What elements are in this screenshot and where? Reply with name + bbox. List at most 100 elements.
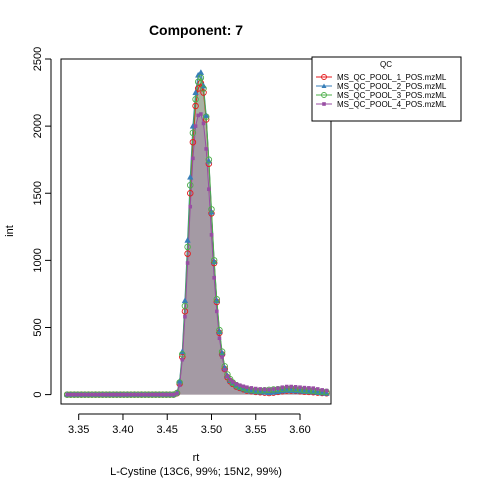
series-4-point-51 (225, 374, 230, 379)
series-4-point-74 (320, 388, 324, 392)
legend-label-2: MS_QC_POOL_2_POS.mzML (337, 82, 447, 91)
series-2-point-37 (187, 173, 194, 180)
legend-title: QC (380, 60, 392, 69)
series-1-point-39 (192, 102, 199, 110)
series-4-point-48 (217, 336, 222, 341)
area-layer (67, 72, 327, 395)
series-4-point-75 (324, 388, 329, 393)
series-4-point-8 (90, 392, 94, 397)
y-axis-label: int (4, 225, 16, 237)
series-4-point-4 (76, 392, 80, 397)
x-tick-label-6: 3.60 (289, 424, 310, 436)
series-4-point-30 (168, 392, 172, 397)
series-3-point-38 (189, 129, 197, 137)
series-4-point-47 (215, 309, 219, 314)
series-4-point-20 (132, 392, 137, 397)
series-4-point-21 (136, 392, 140, 397)
series-4-point-59 (253, 386, 258, 391)
legend-label-3: MS_QC_POOL_3_POS.mzML (337, 91, 447, 100)
series-4-point-1 (65, 392, 69, 397)
legend-marker-2 (321, 83, 327, 88)
series-2-point-67 (287, 387, 295, 394)
series-4-point-65 (280, 385, 285, 390)
series-4-point-73 (315, 387, 320, 391)
x-axis-label: rt (193, 452, 200, 464)
y-tick-label-5: 2000 (32, 114, 44, 138)
series-4-point-24 (146, 392, 151, 397)
series-2-area (67, 72, 327, 395)
plot-frame (60, 58, 332, 405)
legend-marker-3 (321, 92, 327, 98)
series-4-point-42 (201, 121, 206, 126)
series-4-point-63 (271, 387, 276, 391)
y-tick-label-1: 0 (32, 392, 44, 398)
series-4-point-40 (196, 113, 201, 118)
x-axis-subtitle: L-Cystine (13C6, 99%; 15N2, 99%) (110, 466, 282, 478)
series-3-point-47 (213, 296, 221, 303)
legend-box (311, 56, 462, 122)
series-4-point-58 (249, 386, 254, 390)
series-4-point-32 (175, 391, 179, 396)
series-4-point-5 (79, 392, 84, 397)
series-4-point-6 (83, 392, 87, 397)
series-4-point-64 (276, 386, 280, 390)
series-4-point-61 (262, 387, 267, 392)
marker-layer (63, 69, 330, 398)
series-4-point-34 (180, 357, 185, 362)
series-4-point-49 (220, 355, 224, 359)
series-3-point-49 (218, 348, 226, 355)
chart-title: Component: 7 (149, 22, 243, 38)
series-3-point-48 (216, 326, 223, 334)
series-4-point-56 (241, 384, 246, 389)
series-3-point-41 (197, 74, 205, 82)
series-1-area (67, 83, 327, 395)
series-4-point-17 (122, 392, 126, 397)
legend-marker-1 (321, 74, 327, 80)
series-4-point-36 (185, 261, 190, 265)
series-1-point-38 (189, 138, 197, 146)
series-2-point-43 (202, 112, 210, 118)
series-4-point-69 (298, 385, 302, 390)
series-4-point-9 (93, 392, 98, 397)
series-4-point-29 (164, 392, 169, 397)
series-3-point-34 (179, 351, 186, 358)
series-4-point-68 (293, 385, 298, 389)
series-4-point-31 (171, 392, 176, 397)
series-4-point-16 (118, 392, 123, 397)
series-4-point-60 (258, 387, 262, 391)
series-4-point-35 (183, 314, 187, 319)
series-4-point-25 (150, 392, 154, 397)
legend-label-4: MS_QC_POOL_4_POS.mzML (337, 100, 447, 109)
series-3-point-36 (184, 243, 191, 251)
series-4-point-7 (86, 392, 91, 397)
series-4-point-55 (238, 383, 242, 388)
series-4-point-14 (111, 392, 116, 397)
series-3-point-35 (181, 302, 189, 310)
series-4-point-10 (97, 392, 101, 397)
series-3-point-37 (186, 181, 194, 189)
x-tick-label-1: 3.35 (68, 424, 89, 436)
series-3-point-43 (202, 113, 210, 120)
x-axis: 3.35 3.40 3.45 3.50 3.55 3.60 (68, 413, 311, 436)
series-4-point-39 (193, 124, 198, 128)
series-4-point-62 (267, 387, 271, 392)
series-4-point-57 (245, 385, 249, 390)
series-4-point-66 (284, 384, 289, 389)
legend: QC MS_QC_POOL_1_POS.mzMLMS_QC_POOL_2_POS… (311, 56, 462, 122)
series-3-point-39 (192, 96, 199, 103)
series-4-point-45 (209, 233, 214, 237)
series-4-point-11 (100, 392, 105, 397)
y-tick-label-2: 500 (32, 318, 44, 336)
series-1-point-37 (186, 189, 194, 197)
series-4-point-3 (72, 392, 77, 397)
series-4-point-54 (234, 382, 239, 386)
series-3-point-44 (205, 156, 213, 163)
series-3-point-45 (208, 206, 215, 213)
y-tick-label-6: 2500 (32, 47, 44, 71)
series-4-point-70 (302, 385, 307, 390)
series-4-point-15 (114, 392, 119, 397)
series-3-point-46 (210, 257, 218, 264)
series-4-point-27 (157, 392, 162, 397)
y-axis: 0 500 1000 1500 2000 2500 (32, 47, 52, 398)
